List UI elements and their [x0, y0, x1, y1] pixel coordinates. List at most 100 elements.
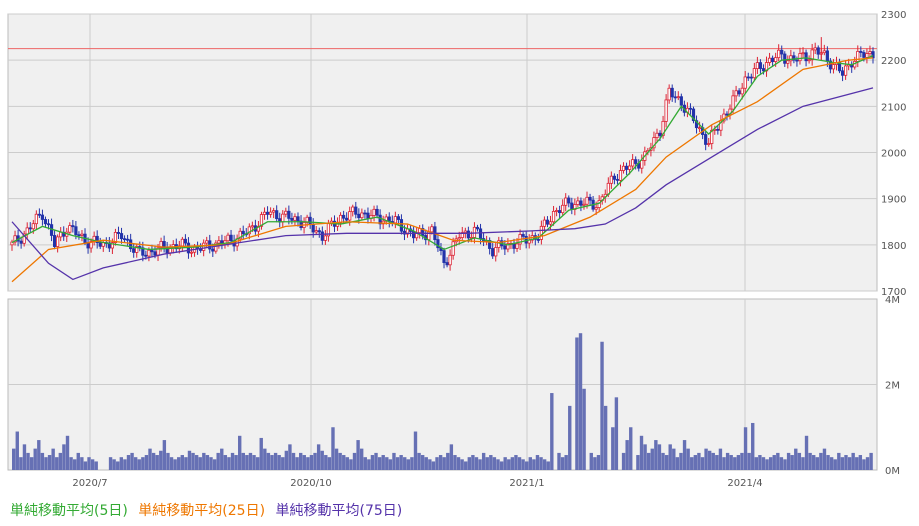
price-tick-label: 2000 [881, 149, 906, 160]
volume-bar [417, 452, 421, 470]
candle-body [189, 251, 194, 254]
candle [691, 106, 696, 124]
volume-bar [747, 452, 751, 470]
volume-bar [266, 452, 271, 470]
candle-body [670, 87, 674, 98]
volume-bar [316, 444, 321, 470]
volume-bar [542, 459, 547, 470]
volume-bar [248, 452, 253, 470]
candle [859, 46, 863, 58]
volume-bar [151, 452, 156, 470]
volume-bar [252, 455, 256, 470]
candle-body [113, 231, 118, 244]
candle-body [640, 159, 644, 169]
candle [707, 137, 711, 147]
volume-bar [259, 437, 263, 470]
candle-body [789, 55, 793, 62]
candle [868, 45, 872, 57]
volume-bar [435, 457, 439, 470]
volume-bar [697, 452, 701, 470]
volume-bar [521, 459, 525, 470]
candle [284, 207, 288, 218]
candle [445, 257, 449, 268]
candle-body [542, 219, 547, 227]
candle-body [22, 233, 26, 244]
candle-body [323, 235, 327, 241]
candle [740, 82, 744, 100]
candle-body [561, 204, 565, 214]
candle-body [491, 248, 495, 257]
candle [545, 216, 550, 228]
volume-bar [611, 427, 615, 470]
candle [588, 193, 592, 206]
x-tick-label: 2021/1 [509, 478, 544, 489]
volume-bar [349, 459, 353, 470]
volume-bar [370, 455, 375, 470]
volume-bar [238, 435, 242, 470]
candle [262, 207, 267, 220]
candle-body [466, 230, 470, 239]
volume-bar [690, 457, 694, 470]
candle-body [548, 221, 553, 225]
candle-body [801, 52, 805, 55]
candle-body [539, 225, 543, 240]
candle [68, 222, 72, 235]
candle-body [442, 250, 446, 263]
candle-body [40, 214, 45, 220]
volume-bar [733, 457, 737, 470]
candle-body [68, 225, 72, 233]
candle-body [734, 90, 738, 97]
candle [734, 85, 738, 102]
candle [95, 230, 99, 249]
volume-bar [808, 452, 812, 470]
candle-body [402, 230, 407, 235]
volume-bar [485, 457, 489, 470]
candle-body [554, 210, 559, 212]
volume-tick-label: 2M [885, 381, 900, 392]
volume-bar [654, 440, 658, 470]
candle [393, 211, 397, 229]
candle-body [77, 234, 81, 237]
volume-bar [83, 461, 88, 470]
volume-bar [291, 452, 296, 470]
candle-body [515, 243, 519, 249]
volume-bar [794, 448, 798, 470]
candle [448, 249, 452, 271]
candle-body [585, 196, 589, 205]
candle [548, 215, 553, 231]
volume-bar [180, 455, 184, 470]
volume-bar [686, 448, 690, 470]
candle [338, 212, 343, 228]
candle [664, 94, 668, 128]
candle-body [536, 238, 540, 241]
candle-body [296, 216, 300, 222]
volume-bar [844, 455, 848, 470]
candle-body [579, 200, 583, 206]
volume-bar [507, 459, 511, 470]
ma75-line [11, 87, 874, 281]
volume-bar [281, 457, 285, 470]
candle-body [463, 230, 467, 233]
candle [323, 230, 327, 245]
candle-body [314, 230, 318, 233]
candle-body [676, 96, 680, 99]
candle [494, 241, 498, 262]
volume-bar [675, 457, 680, 470]
volume-bar [582, 388, 586, 470]
candle [22, 230, 26, 247]
volume-bar [525, 461, 529, 470]
candle [122, 235, 127, 243]
candle-body [558, 210, 562, 214]
candle [609, 171, 613, 189]
candle [542, 216, 547, 232]
candle [725, 111, 729, 121]
candle-body [494, 247, 498, 257]
candle-body [238, 230, 242, 240]
volume-bar [718, 448, 723, 470]
candle [436, 233, 440, 252]
candle-body [43, 219, 48, 225]
candle [798, 47, 802, 65]
volume-bar [367, 459, 371, 470]
candle [372, 205, 376, 222]
candle [497, 236, 501, 253]
